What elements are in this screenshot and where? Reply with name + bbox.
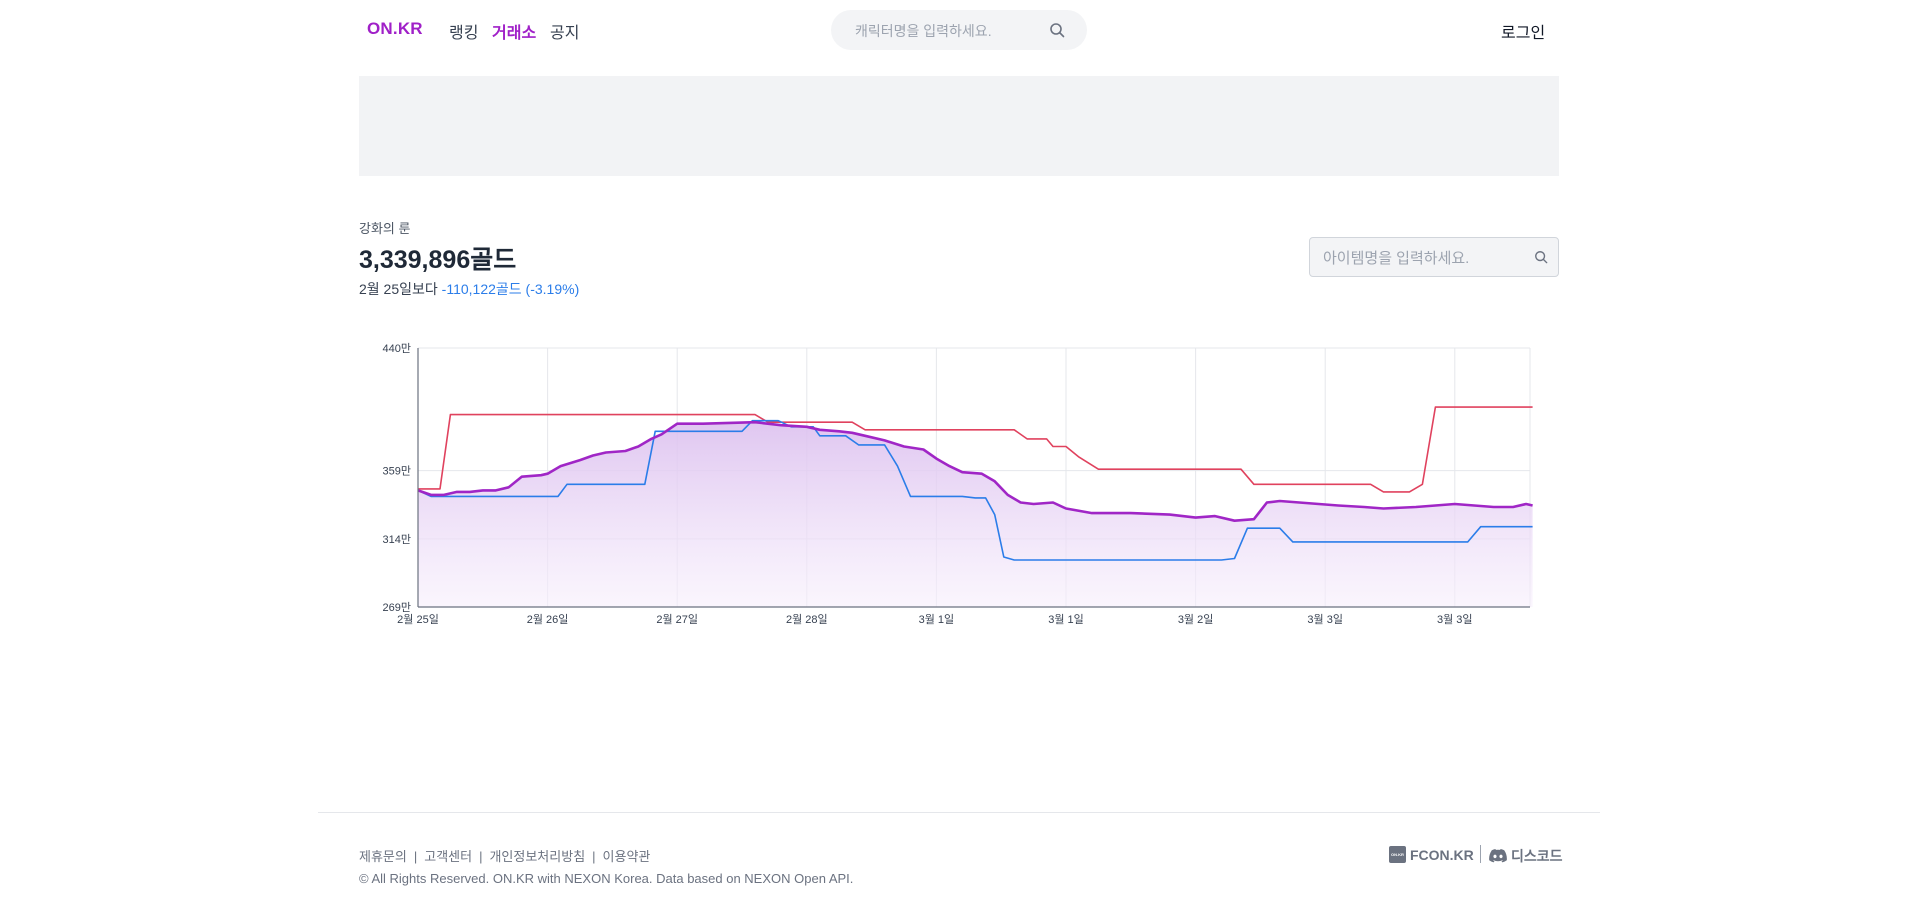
min-price-line: [417, 419, 1533, 561]
x-tick-label: 2월 26일: [527, 612, 569, 626]
x-tick-label: 2월 28일: [786, 612, 828, 626]
nav-exchange[interactable]: 거래소: [492, 25, 537, 42]
item-price: 3,339,896골드: [359, 246, 517, 274]
item-search-input[interactable]: [1321, 238, 1525, 278]
x-tick-label: 2월 25일: [397, 612, 439, 626]
x-tick-label: 2월 27일: [656, 612, 698, 626]
search-icon[interactable]: [1534, 250, 1548, 269]
ad-banner: [359, 76, 1559, 176]
footer-link-privacy[interactable]: 개인정보처리방침: [489, 849, 586, 864]
footer-separator: [1480, 845, 1481, 863]
x-tick-label: 3월 2일: [1178, 612, 1214, 626]
footer-separator: |: [592, 849, 596, 864]
max-price-line: [418, 406, 1533, 493]
nav-ranking[interactable]: 랭킹: [449, 25, 479, 42]
site-logo[interactable]: ON.KR: [367, 19, 423, 38]
footer-link-terms[interactable]: 이용약관: [602, 849, 651, 864]
x-tick-label: 3월 1일: [919, 612, 955, 626]
footer-divider: [318, 812, 1600, 813]
footer-separator: |: [413, 849, 418, 864]
footer-links: 제휴문의 | 고객센터 | 개인정보처리방침 | 이용약관: [359, 846, 650, 865]
price-change-value: -110,122골드 (-3.19%): [441, 281, 580, 297]
discord-link[interactable]: 디스코드: [1489, 846, 1563, 866]
character-search-box: [831, 10, 1087, 52]
price-change-row: 2월 25일보다 -110,122골드 (-3.19%): [359, 279, 579, 299]
discord-icon: [1489, 849, 1507, 863]
avg-price-area: [418, 422, 1533, 607]
login-button[interactable]: 로그인: [1501, 25, 1546, 42]
x-tick-label: 3월 3일: [1307, 612, 1343, 626]
footer-link-partnership[interactable]: 제휴문의: [359, 849, 407, 864]
nav-notice[interactable]: 공지: [550, 25, 580, 42]
item-search-box: [1309, 237, 1559, 278]
y-tick-label: 440만: [383, 342, 411, 355]
search-icon[interactable]: [1049, 22, 1065, 43]
footer-link-support[interactable]: 고객센터: [424, 849, 473, 864]
copyright-text: © All Rights Reserved. ON.KR with NEXON …: [359, 871, 854, 886]
x-tick-label: 3월 1일: [1048, 612, 1084, 626]
x-tick-label: 3월 3일: [1437, 612, 1473, 626]
character-search-input[interactable]: [853, 10, 1047, 52]
y-tick-label: 314만: [383, 533, 411, 546]
footer-separator: |: [479, 849, 483, 864]
discord-label: 디스코드: [1511, 848, 1563, 864]
compare-date-label: 2월 25일보다: [359, 281, 438, 297]
y-tick-label: 269만: [383, 601, 411, 614]
avg-price-line: [417, 420, 1533, 522]
fcon-logo-icon: ON.KR: [1389, 846, 1406, 863]
y-tick-label: 359만: [383, 465, 411, 478]
item-name: 강화의 룬: [359, 221, 411, 236]
fcon-link[interactable]: ON.KR FCON.KR: [1389, 846, 1474, 863]
fcon-label: FCON.KR: [1410, 846, 1474, 863]
